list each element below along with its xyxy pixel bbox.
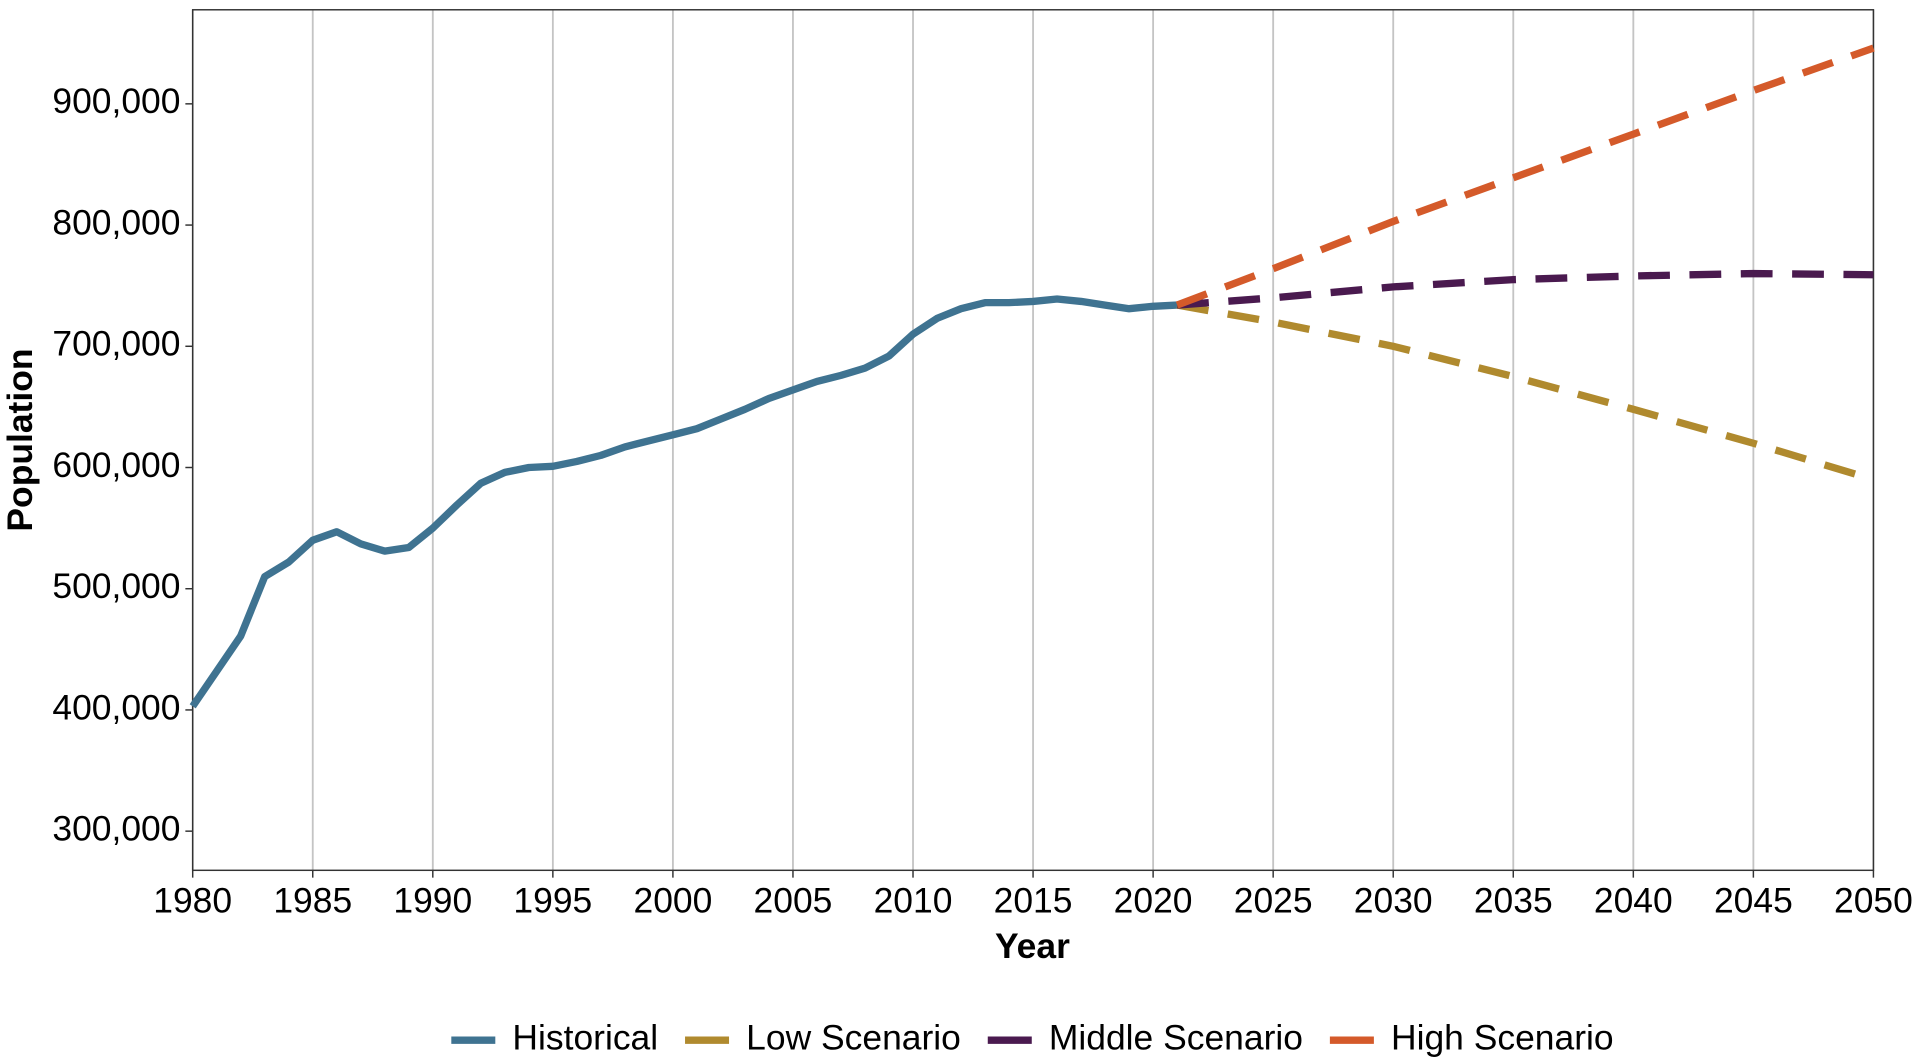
x-tick-label: 2020 (1114, 881, 1193, 921)
legend-label: High Scenario (1391, 1018, 1614, 1058)
y-tick-label: 600,000 (52, 445, 180, 485)
legend-label: Low Scenario (746, 1018, 961, 1058)
series-line (1176, 301, 1875, 484)
y-tick-label: 500,000 (52, 566, 180, 606)
x-tick-label: 1990 (393, 881, 472, 921)
series-line (189, 295, 1178, 709)
x-tick-label: 2035 (1474, 881, 1553, 921)
x-tick-label: 1995 (513, 881, 592, 921)
x-tick-label: 2010 (874, 881, 953, 921)
series-line (1176, 269, 1874, 309)
legend: Historical Low Scenario Middle Scenario Hig… (451, 1018, 1614, 1058)
x-axis-label: Year (995, 926, 1070, 966)
y-tick-label: 800,000 (52, 202, 180, 242)
series-line (1175, 44, 1875, 309)
x-tick-label: 1985 (273, 881, 352, 921)
plot-frame (191, 9, 1875, 872)
legend-label: Historical (512, 1018, 658, 1058)
legend-label: Middle Scenario (1049, 1018, 1303, 1058)
y-tick-label: 900,000 (52, 81, 180, 121)
x-tick-label: 2025 (1234, 881, 1313, 921)
y-tick-label: 700,000 (52, 324, 180, 364)
x-tick-label: 2000 (633, 881, 712, 921)
x-tick-label: 2005 (754, 881, 833, 921)
x-tick-label: 1980 (153, 881, 232, 921)
x-tick-label: 2045 (1714, 881, 1793, 921)
x-tick-label: 2040 (1594, 881, 1673, 921)
x-tick-label: 2050 (1834, 881, 1913, 921)
y-tick-label: 400,000 (52, 687, 180, 727)
x-tick-label: 2030 (1354, 881, 1433, 921)
x-tick-label: 2015 (994, 881, 1073, 921)
y-tick-label: 300,000 (52, 809, 180, 849)
y-axis-label: Population (0, 349, 40, 532)
